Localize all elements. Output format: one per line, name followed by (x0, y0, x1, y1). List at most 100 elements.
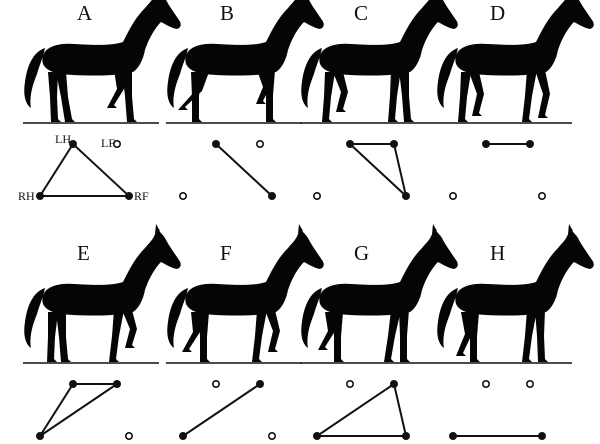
panel-e: E (23, 224, 181, 440)
right-hind-leg (178, 72, 209, 110)
panel-letter: G (354, 241, 369, 265)
right-fore-leg (265, 310, 280, 352)
panel-c: C (300, 0, 458, 200)
support-diagram (312, 140, 410, 200)
support-triangle (38, 142, 132, 197)
right-fore-leg (122, 310, 137, 348)
horse-silhouette (437, 0, 594, 122)
foot-in-air-lh (345, 379, 354, 389)
foot-on-ground-lh (346, 140, 354, 148)
foot-on-ground-rf (538, 432, 546, 440)
support-diagram (36, 380, 133, 440)
support-diagram (179, 379, 276, 440)
right-fore-leg (265, 70, 276, 122)
right-hind-leg (56, 312, 71, 362)
support-triangle (39, 383, 121, 437)
left-hind-leg (47, 312, 58, 362)
left-hind-leg (48, 72, 61, 122)
right-hind-leg (56, 72, 75, 122)
support-triangle (313, 382, 408, 437)
left-hind-leg (322, 72, 335, 122)
support-triangle (347, 143, 408, 199)
foot-label-rf: RF (134, 189, 149, 203)
foot-on-ground-lh (482, 140, 490, 148)
horse-silhouette (167, 224, 324, 362)
foot-in-air-rf (537, 191, 546, 200)
support-diagram (313, 379, 410, 440)
left-fore-leg (107, 70, 124, 108)
support-line (182, 383, 261, 437)
foot-on-ground-lh (69, 380, 77, 388)
foot-on-ground-rf (125, 192, 133, 200)
left-fore-leg (252, 310, 267, 362)
horse-silhouette (167, 0, 324, 122)
panel-f: F (166, 224, 324, 440)
right-hind-leg (199, 312, 210, 362)
panel-letter: D (490, 1, 505, 25)
foot-in-air-lf (112, 139, 121, 149)
panel-letter: B (220, 1, 234, 25)
panel-letter: F (220, 241, 232, 265)
right-fore-leg (535, 70, 550, 118)
foot-on-ground-lh (212, 140, 220, 148)
panel-b: B (166, 0, 324, 200)
right-fore-leg (535, 310, 548, 362)
right-fore-leg (122, 70, 137, 122)
right-hind-leg (333, 72, 348, 112)
horse-silhouette (437, 224, 594, 362)
foot-on-ground-lf (113, 380, 121, 388)
foot-in-air-rf (267, 431, 276, 440)
support-line (215, 143, 273, 197)
foot-in-air-lf (255, 139, 264, 149)
panel-g: G (300, 224, 458, 440)
support-diagram (448, 140, 546, 200)
left-hind-leg (458, 72, 471, 122)
foot-in-air-lh (211, 379, 220, 389)
support-diagram (449, 379, 546, 440)
left-fore-leg (109, 310, 124, 362)
horse-silhouette (24, 224, 181, 362)
foot-on-ground-rf (268, 192, 276, 200)
horse-silhouette (24, 0, 181, 122)
panel-letter: A (77, 1, 93, 25)
left-fore-leg (522, 70, 537, 122)
panel-h: H (436, 224, 594, 440)
horse-silhouette (301, 224, 458, 362)
foot-on-ground-rh (36, 432, 44, 440)
panel-letter: H (490, 241, 505, 265)
left-fore-leg (522, 310, 537, 362)
left-fore-leg (388, 70, 401, 122)
panel-d: D (436, 0, 594, 200)
foot-on-ground-rh (179, 432, 187, 440)
left-hind-leg (456, 312, 472, 356)
foot-on-ground-rh (313, 432, 321, 440)
foot-on-ground-rh (36, 192, 44, 200)
foot-label-lf: LF (101, 136, 115, 150)
foot-label-lh: LH (55, 132, 71, 146)
foot-in-air-rh (448, 191, 457, 200)
left-hind-leg (318, 312, 335, 350)
panel-a: A LH LF RH RF (18, 0, 181, 203)
foot-on-ground-rf (402, 432, 410, 440)
left-fore-leg (384, 310, 401, 362)
foot-label-rh: RH (18, 189, 35, 203)
left-hind-leg (182, 312, 201, 352)
foot-in-air-lf (525, 379, 534, 389)
right-hind-leg (333, 312, 344, 362)
foot-on-ground-lh (69, 140, 77, 148)
right-fore-leg (399, 310, 410, 362)
panel-letter: C (354, 1, 368, 25)
foot-on-ground-rf (402, 192, 410, 200)
foot-in-air-lh (481, 379, 490, 389)
support-diagram: LH LF RH RF (18, 132, 149, 203)
horse-silhouette (301, 0, 458, 122)
foot-on-ground-lf (390, 140, 398, 148)
foot-in-air-rf (124, 431, 133, 440)
panel-letter: E (77, 241, 90, 265)
support-diagram (178, 139, 276, 200)
foot-in-air-rh (312, 191, 321, 200)
foot-on-ground-lf (390, 380, 398, 388)
foot-on-ground-rh (449, 432, 457, 440)
right-fore-leg (399, 70, 414, 122)
